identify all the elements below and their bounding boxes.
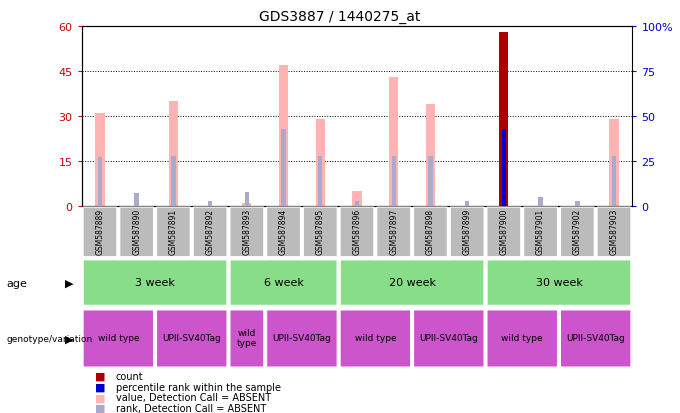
Text: GSM587891: GSM587891	[169, 208, 178, 254]
Text: rank, Detection Call = ABSENT: rank, Detection Call = ABSENT	[116, 403, 266, 413]
Bar	[316, 120, 325, 206]
Text: UPII-SV40Tag: UPII-SV40Tag	[163, 333, 221, 342]
Text: ■: ■	[95, 371, 105, 381]
FancyBboxPatch shape	[267, 207, 301, 257]
Bar	[318, 156, 322, 206]
FancyBboxPatch shape	[340, 310, 411, 367]
FancyBboxPatch shape	[413, 310, 484, 367]
Bar	[352, 192, 362, 206]
Text: 6 week: 6 week	[264, 277, 303, 287]
Text: ■: ■	[95, 392, 105, 402]
Text: UPII-SV40Tag: UPII-SV40Tag	[420, 333, 478, 342]
Bar	[242, 204, 252, 206]
Bar	[171, 156, 175, 206]
Text: wild type: wild type	[501, 333, 543, 342]
Bar	[392, 156, 396, 206]
FancyBboxPatch shape	[487, 310, 558, 367]
Bar	[499, 33, 509, 206]
Text: UPII-SV40Tag: UPII-SV40Tag	[273, 333, 331, 342]
FancyBboxPatch shape	[83, 310, 154, 367]
FancyBboxPatch shape	[597, 207, 631, 257]
Text: GSM587899: GSM587899	[462, 208, 472, 254]
Bar	[169, 102, 178, 206]
Text: 20 week: 20 week	[388, 277, 436, 287]
Text: ▶: ▶	[65, 334, 73, 344]
FancyBboxPatch shape	[450, 207, 484, 257]
Bar	[245, 192, 249, 206]
Text: ■: ■	[95, 382, 105, 392]
Text: GSM587895: GSM587895	[316, 208, 325, 254]
Bar	[428, 156, 432, 206]
Bar	[355, 201, 359, 206]
Text: GSM587902: GSM587902	[573, 208, 582, 254]
FancyBboxPatch shape	[303, 207, 337, 257]
Bar	[539, 197, 543, 206]
Text: GDS3887 / 1440275_at: GDS3887 / 1440275_at	[259, 10, 421, 24]
Text: GSM587893: GSM587893	[242, 208, 252, 254]
Text: 3 week: 3 week	[135, 277, 175, 287]
Text: age: age	[7, 278, 28, 288]
Bar	[465, 201, 469, 206]
Text: GSM587892: GSM587892	[205, 208, 215, 254]
FancyBboxPatch shape	[83, 207, 117, 257]
Text: wild type: wild type	[354, 333, 396, 342]
FancyBboxPatch shape	[193, 207, 227, 257]
Text: GSM587894: GSM587894	[279, 208, 288, 254]
Bar	[389, 78, 398, 206]
FancyBboxPatch shape	[120, 207, 154, 257]
Text: GSM587901: GSM587901	[536, 208, 545, 254]
FancyBboxPatch shape	[83, 260, 227, 306]
Text: count: count	[116, 371, 143, 381]
Text: percentile rank within the sample: percentile rank within the sample	[116, 382, 281, 392]
Bar	[502, 129, 506, 206]
Bar	[575, 201, 579, 206]
Text: UPII-SV40Tag: UPII-SV40Tag	[566, 333, 625, 342]
FancyBboxPatch shape	[230, 207, 264, 257]
Text: GSM587889: GSM587889	[95, 208, 105, 254]
FancyBboxPatch shape	[340, 260, 484, 306]
FancyBboxPatch shape	[377, 207, 411, 257]
Text: wild type: wild type	[97, 333, 139, 342]
Text: 30 week: 30 week	[536, 277, 582, 287]
FancyBboxPatch shape	[560, 207, 594, 257]
FancyBboxPatch shape	[230, 260, 337, 306]
Bar	[95, 114, 105, 206]
Bar	[282, 129, 286, 206]
FancyBboxPatch shape	[413, 207, 447, 257]
Bar	[612, 156, 616, 206]
FancyBboxPatch shape	[156, 207, 190, 257]
Bar	[609, 120, 619, 206]
Text: ■: ■	[95, 403, 105, 413]
Text: ▶: ▶	[65, 278, 73, 288]
Text: GSM587900: GSM587900	[499, 208, 509, 254]
FancyBboxPatch shape	[267, 310, 337, 367]
FancyBboxPatch shape	[524, 207, 558, 257]
Text: GSM587896: GSM587896	[352, 208, 362, 254]
FancyBboxPatch shape	[487, 207, 521, 257]
FancyBboxPatch shape	[487, 260, 631, 306]
Bar	[279, 66, 288, 206]
Text: GSM587903: GSM587903	[609, 208, 619, 254]
Bar	[208, 201, 212, 206]
Bar	[135, 194, 139, 206]
Bar	[426, 104, 435, 206]
FancyBboxPatch shape	[156, 310, 227, 367]
FancyBboxPatch shape	[560, 310, 631, 367]
Bar	[98, 158, 102, 206]
Text: value, Detection Call = ABSENT: value, Detection Call = ABSENT	[116, 392, 271, 402]
FancyBboxPatch shape	[340, 207, 374, 257]
FancyBboxPatch shape	[230, 310, 264, 367]
Text: GSM587898: GSM587898	[426, 208, 435, 254]
Text: genotype/variation: genotype/variation	[7, 334, 93, 343]
Text: wild
type: wild type	[237, 328, 257, 347]
Text: GSM587897: GSM587897	[389, 208, 398, 254]
Text: GSM587890: GSM587890	[132, 208, 141, 254]
